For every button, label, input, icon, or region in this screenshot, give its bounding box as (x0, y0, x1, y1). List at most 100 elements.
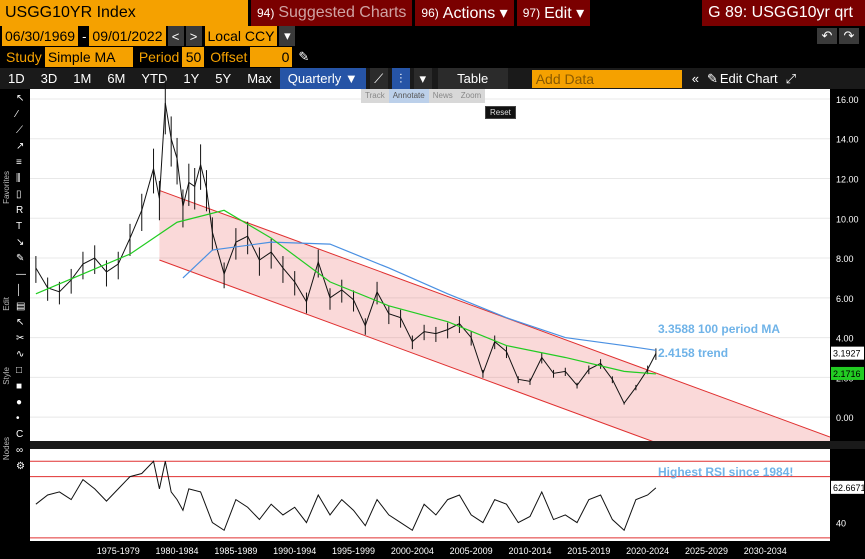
channel-icon[interactable]: ▯ (16, 189, 22, 200)
trend-channel-fill (159, 190, 830, 441)
layers-icon[interactable]: ▤ (16, 301, 26, 312)
nodes-label: Nodes (2, 437, 11, 461)
tf-5y[interactable]: 5Y (215, 71, 232, 86)
rsi-annotation: Highest RSI since 1984! (658, 465, 793, 479)
tf-6m[interactable]: 6M (107, 71, 126, 86)
expand-icon[interactable]: ⤢ (785, 70, 797, 86)
hline-icon[interactable]: — (16, 269, 26, 280)
chart-type-dropdown-icon[interactable]: ▾ (413, 68, 432, 89)
edit-chart-button[interactable]: Edit Chart (719, 71, 778, 86)
line-chart-icon[interactable]: ⟋ (369, 68, 388, 89)
x-tick-label: 2015-2019 (567, 546, 610, 556)
trend-upper-line (159, 189, 830, 438)
y-tick-label: 12.00 (836, 174, 859, 184)
timeframe-bar: 1D 3D 1M 6M YTD 1Y 5Y Max Quarterly ▼ ⟋ … (0, 68, 865, 89)
tf-3d[interactable]: 3D (40, 71, 58, 86)
arrow-tool-icon[interactable]: ↘ (16, 237, 25, 248)
bar-chart-icon[interactable]: ⫶ (391, 68, 410, 89)
price-line (35, 102, 657, 405)
text-icon[interactable]: T (16, 221, 23, 232)
track-tool[interactable]: Track (365, 91, 385, 100)
ray-icon[interactable]: ↗ (16, 141, 25, 152)
vline-icon[interactable]: │ (16, 285, 23, 296)
settings-icon[interactable]: ⚙ (16, 461, 25, 472)
x-tick-label: 1985-1989 (214, 546, 257, 556)
y-tick-label: 0.00 (836, 413, 854, 423)
y-tick-label: 6.00 (836, 294, 854, 304)
next-arrow-icon[interactable]: > (185, 26, 202, 46)
circle-icon[interactable]: ● (16, 397, 23, 408)
offset-label: Offset (210, 49, 248, 65)
annotate-tool[interactable]: Annotate (388, 89, 429, 103)
period-label: Period (138, 49, 180, 65)
suggested-num: 94) (257, 6, 275, 20)
y-tick-label: 14.00 (836, 135, 859, 145)
end-date-input[interactable]: 09/01/2022 (89, 26, 166, 46)
y-tick-label: 16.00 (836, 95, 859, 105)
y-tick-label: 4.00 (836, 334, 854, 344)
edit-chart-pencil-icon: ✎ (706, 70, 718, 86)
collapse-icon[interactable]: « (691, 71, 699, 86)
date-separator: - (82, 28, 87, 44)
start-date-input[interactable]: 06/30/1969 (2, 26, 79, 46)
pen-icon[interactable]: ✎ (16, 253, 25, 264)
offset-input[interactable]: 0 (250, 47, 293, 67)
redo-icon[interactable]: ↷ (839, 28, 859, 44)
nodes-c-icon[interactable]: C (16, 429, 24, 440)
ma100-annotation: 3.3588 100 period MA (658, 322, 780, 336)
currency-select[interactable]: Local CCY (204, 26, 278, 46)
tf-max[interactable]: Max (247, 71, 272, 86)
last-price-tag-bg (831, 346, 864, 360)
rsi-tick-label: 40 (836, 519, 846, 529)
dot-icon[interactable]: • (16, 413, 20, 424)
x-tick-label: 2030-2034 (744, 546, 787, 556)
pointer-icon[interactable]: ↖ (16, 317, 25, 328)
edit-button[interactable]: 97) Edit ▾ (516, 0, 591, 26)
scissors-icon[interactable]: ✂ (16, 333, 25, 344)
news-tool[interactable]: News (432, 91, 453, 100)
zoom-tool[interactable]: Zoom (460, 91, 482, 100)
brush-icon[interactable]: ∿ (16, 349, 25, 360)
x-tick-label: 2025-2029 (685, 546, 728, 556)
table-button[interactable]: Table (437, 68, 508, 89)
x-tick-label: 1975-1979 (97, 546, 140, 556)
period-input[interactable]: 50 (182, 47, 205, 67)
nodes-link-icon[interactable]: ∞ (16, 445, 24, 456)
suggested-label: Suggested Charts (278, 4, 407, 21)
currency-dropdown-icon[interactable]: ▾ (279, 26, 296, 46)
panel-divider[interactable] (30, 441, 865, 449)
edit-label: Edit ▾ (544, 5, 585, 22)
last-price-tag: 3.1927 (833, 349, 861, 359)
pencil-icon[interactable]: ✎ (298, 49, 310, 64)
square-icon[interactable]: ■ (16, 381, 23, 392)
draw-line-icon[interactable]: ∕ (16, 109, 18, 120)
tf-1d[interactable]: 1D (8, 71, 25, 86)
tf-1y[interactable]: 1Y (183, 71, 200, 86)
add-data-input[interactable]: Add Data (531, 69, 682, 88)
fib-icon[interactable]: ≡ (16, 157, 22, 168)
study-select[interactable]: Simple MA (44, 47, 133, 67)
undo-icon[interactable]: ↶ (817, 28, 837, 44)
tf-1m[interactable]: 1M (73, 71, 92, 86)
style-label: Style (2, 367, 11, 385)
tf-ytd[interactable]: YTD (141, 71, 168, 86)
header-bar: USGG10YR Index 94) Suggested Charts 96) … (0, 0, 865, 26)
security-field[interactable]: USGG10YR Index (0, 0, 248, 26)
actions-button[interactable]: 96) Actions ▾ (415, 0, 514, 26)
actions-label: Actions ▾ (442, 5, 508, 22)
y-tick-label: 8.00 (836, 254, 854, 264)
retrace-icon[interactable]: R (16, 205, 24, 216)
date-range-bar: 06/30/1969 - 09/01/2022 < > Local CCY ▾ … (0, 26, 865, 46)
actions-num: 96) (421, 6, 439, 20)
study-bar: Study Simple MA Period 50 Offset 0 ✎ (0, 47, 865, 67)
bars-icon[interactable]: ⫼ (16, 173, 21, 184)
rect-icon[interactable]: □ (16, 365, 23, 376)
cursor-icon[interactable]: ↖ (16, 93, 25, 104)
prev-arrow-icon[interactable]: < (167, 26, 184, 46)
trend-icon[interactable]: ⟋ (16, 125, 23, 136)
x-axis-area (0, 541, 865, 559)
frequency-select[interactable]: Quarterly ▼ (279, 68, 366, 89)
suggested-charts-button[interactable]: 94) Suggested Charts (251, 0, 413, 26)
reset-button[interactable]: Reset (485, 106, 516, 119)
